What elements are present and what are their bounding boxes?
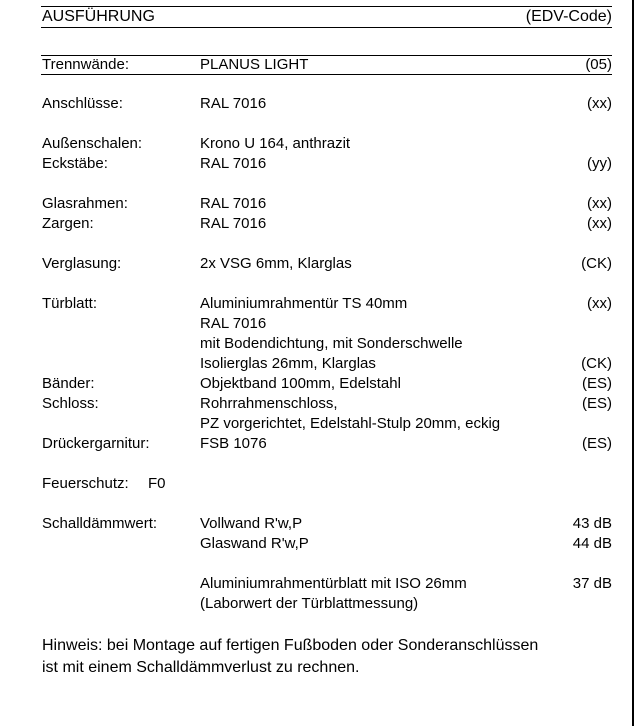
row-code: (xx) [587,215,612,232]
row-code: (ES) [582,375,612,392]
divider [41,6,612,7]
row-value: PZ vorgerichtet, Edelstahl-Stulp 20mm, e… [200,415,501,432]
section-title: AUSFÜHRUNG [42,8,155,25]
row-value: RAL 7016 [200,95,267,112]
row-value: 2x VSG 6mm, Klarglas [200,255,352,272]
row-code: (yy) [587,155,612,172]
row-value: RAL 7016 [200,155,267,172]
fire-label: Feuerschutz: [42,475,129,492]
row-value: FSB 1076 [200,435,267,452]
row-value: mit Bodendichtung, mit Sonderschwelle [200,335,463,352]
row-label: Schloss: [42,395,99,412]
sound-item: Glaswand R'w,P [200,535,309,552]
sound-db: 43 dB [572,515,612,532]
note-line: Hinweis: bei Montage auf fertigen Fußbod… [42,637,539,654]
divider [41,27,612,28]
note-line: ist mit einem Schalldämmverlust zu rechn… [42,659,360,676]
page-border [632,0,634,726]
row-code: (xx) [587,195,612,212]
row-value: Rohrrahmenschloss, [200,395,338,412]
row-label: Anschlüsse: [42,95,123,112]
row-value: Isolierglas 26mm, Klarglas [200,355,376,372]
row-label: Türblatt: [42,295,98,312]
sound-label: Schalldämmwert: [42,515,158,532]
row-label: Außenschalen: [42,135,143,152]
fire-value: F0 [148,475,166,492]
row-label: Verglasung: [42,255,122,272]
row-code: (xx) [587,95,612,112]
row-value: Krono U 164, anthrazit [200,135,351,152]
sound-db: 44 dB [572,535,612,552]
row-label: Drückergarnitur: [42,435,150,452]
row-value: PLANUS LIGHT [200,56,309,73]
row-value: RAL 7016 [200,195,267,212]
row-code: (CK) [581,255,612,272]
row-value: RAL 7016 [200,215,267,232]
row-code: (xx) [587,295,612,312]
row-code: (CK) [581,355,612,372]
row-code: (ES) [582,395,612,412]
row-label: Bänder: [42,375,95,392]
row-code: (ES) [582,435,612,452]
row-label: Zargen: [42,215,94,232]
row-code: (05) [585,56,612,73]
sound-item: Vollwand R'w,P [200,515,303,532]
sound-db: 37 dB [572,575,612,592]
row-value: Objektband 100mm, Edelstahl [200,375,401,392]
divider [41,55,612,56]
row-value: Aluminiumrahmentür TS 40mm [200,295,408,312]
sound-item: (Laborwert der Türblattmessung) [200,595,419,612]
row-label: Glasrahmen: [42,195,128,212]
row-value: RAL 7016 [200,315,267,332]
row-label: Trennwände: [42,56,129,73]
code-header: (EDV-Code) [525,8,612,25]
sound-item: Aluminiumrahmentürblatt mit ISO 26mm [200,575,467,592]
row-label: Eckstäbe: [42,155,108,172]
divider [41,74,612,75]
